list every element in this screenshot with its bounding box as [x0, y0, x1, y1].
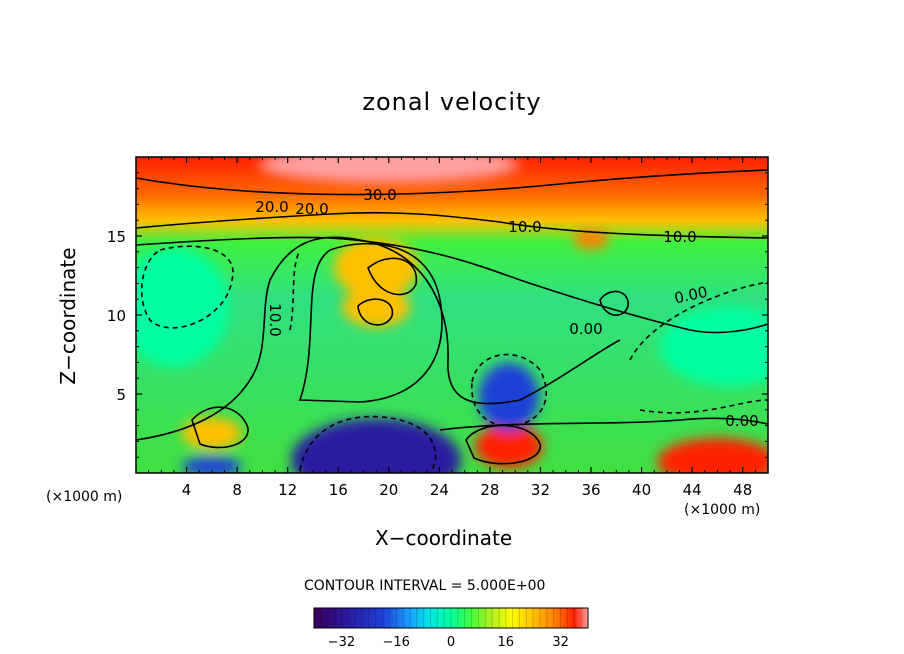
contour-line-negative	[289, 249, 301, 331]
contour-label: 10.0	[266, 303, 284, 336]
contour-label: 20.0	[295, 200, 328, 218]
x-tick-label: 40	[632, 481, 651, 499]
x-tick-label: 20	[379, 481, 398, 499]
colorbar-tick-label: −16	[382, 635, 409, 650]
contour-label: 20.0	[255, 198, 288, 216]
heatmap-feature	[342, 287, 411, 328]
x-tick-label: 16	[329, 481, 348, 499]
x-axis-label: X−coordinate	[375, 526, 513, 550]
x-tick-label: 8	[232, 481, 242, 499]
heatmap-feature	[291, 418, 462, 473]
heatmap-feature	[181, 417, 242, 450]
y-tick-label: 5	[116, 386, 126, 404]
contour-line-negative	[299, 415, 437, 473]
heatmap-feature	[258, 157, 519, 183]
contour-line	[136, 236, 621, 441]
contour-line	[191, 406, 249, 449]
x-unit-label-left: (×1000 m)	[46, 489, 123, 505]
contour-line	[357, 298, 393, 326]
contour-line	[465, 424, 541, 465]
heatmap-feature	[474, 424, 543, 469]
contour-line-negative	[140, 245, 234, 329]
contour-line	[298, 242, 443, 403]
contour-interval-label: CONTOUR INTERVAL = 5.000E+00	[304, 578, 546, 594]
contour-line	[136, 236, 768, 334]
colorbar-tick-label: −32	[328, 635, 355, 650]
colorbar-gradient	[313, 607, 589, 629]
colorbar-tick-label: 0	[447, 635, 455, 650]
contour-line-negative	[639, 399, 768, 414]
contour-line	[367, 257, 418, 296]
heatmap-field	[136, 157, 768, 473]
contour-line-negative	[629, 281, 768, 361]
x-tick-label: 32	[531, 481, 550, 499]
heatmap-feature	[136, 247, 229, 368]
x-unit-label-right: (×1000 m)	[684, 502, 761, 518]
contour-line-negative	[470, 353, 547, 427]
heatmap-feature	[478, 363, 539, 432]
x-tick-label: 4	[182, 481, 192, 499]
heatmap-feature	[660, 306, 768, 387]
y-tick-label: 10	[107, 307, 126, 325]
heatmap-feature	[573, 229, 610, 250]
x-tick-label: 12	[278, 481, 297, 499]
x-ticks: 4 8 12 16 20 24 28 32 36 40 44 48	[148, 157, 756, 499]
x-tick-label: 44	[683, 481, 702, 499]
contour-line	[599, 290, 629, 316]
contour-label: 10.0	[508, 218, 541, 236]
heatmap-feature	[657, 437, 768, 473]
colorbar-tick-label: 32	[552, 635, 569, 650]
chart-title: zonal velocity	[362, 88, 542, 116]
colorbar: −32 −16 0 16 32	[313, 607, 589, 650]
y-tick-label: 15	[107, 228, 126, 246]
contour-label: 0.00	[725, 412, 758, 430]
contour-label: 10.0	[663, 228, 696, 246]
colorbar-tick-label: 16	[498, 635, 515, 650]
y-ticks: 5 10 15	[107, 172, 768, 458]
y-axis-label: Z−coordinate	[56, 247, 80, 385]
contour-label: 30.0	[363, 186, 396, 204]
x-tick-label: 36	[581, 481, 600, 499]
x-tick-label: 48	[733, 481, 752, 499]
contour-line	[136, 211, 768, 239]
heatmap-feature	[181, 456, 242, 473]
x-tick-label: 28	[480, 481, 499, 499]
contour-label: 0.00	[569, 320, 602, 338]
x-tick-label: 24	[430, 481, 449, 499]
contour-line	[136, 169, 768, 196]
